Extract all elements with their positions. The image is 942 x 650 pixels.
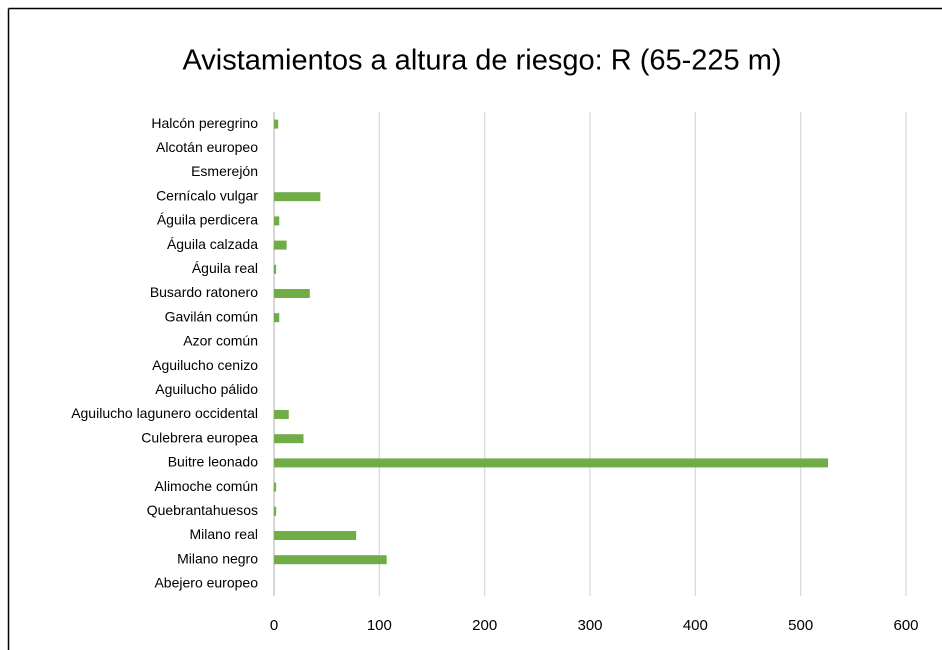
y-tick-label: Águila real	[192, 260, 258, 276]
x-tick-label: 100	[367, 617, 392, 634]
y-tick-label: Abejero europeo	[154, 575, 258, 591]
y-tick-label: Aguilucho cenizo	[152, 357, 258, 373]
bar	[274, 482, 277, 492]
bar	[274, 555, 387, 565]
y-tick-label: Cernícalo vulgar	[156, 187, 258, 203]
y-tick-label: Halcón peregrino	[151, 115, 258, 131]
y-tick-label: Águila calzada	[167, 236, 258, 252]
bar	[274, 264, 277, 274]
bar	[274, 506, 277, 516]
x-tick-label: 0	[270, 617, 278, 634]
bar	[274, 458, 829, 468]
bar	[274, 216, 280, 226]
bar	[274, 119, 279, 129]
bar	[274, 531, 357, 540]
x-tick-label: 600	[893, 617, 918, 634]
x-tick-label: 200	[472, 617, 497, 634]
y-tick-label: Culebrera europea	[141, 429, 258, 445]
x-tick-label: 500	[788, 617, 813, 634]
y-tick-label: Esmerejón	[191, 163, 258, 179]
bar	[274, 313, 280, 323]
y-tick-label: Busardo ratonero	[150, 284, 258, 300]
chart-title: Avistamientos a altura de riesgo: R (65-…	[182, 45, 781, 77]
bar	[274, 289, 310, 298]
bar	[274, 410, 289, 419]
bar	[274, 434, 304, 444]
y-tick-label: Gavilán común	[165, 308, 258, 324]
x-tick-label: 300	[577, 617, 602, 634]
y-tick-label: Milano negro	[177, 550, 258, 566]
y-tick-label: Alimoche común	[155, 478, 259, 494]
y-tick-label: Azor común	[183, 333, 258, 349]
y-tick-label: Milano real	[190, 526, 258, 542]
bar	[274, 192, 321, 202]
y-tick-label: Aguilucho lagunero occidental	[71, 405, 258, 421]
y-tick-label: Buitre leonado	[168, 454, 259, 470]
x-tick-label: 400	[683, 617, 708, 634]
y-tick-label: Aguilucho pálido	[155, 381, 258, 397]
y-tick-label: Águila perdicera	[157, 212, 258, 228]
bar	[274, 240, 287, 250]
y-tick-label: Alcotán europeo	[156, 139, 258, 155]
y-tick-label: Quebrantahuesos	[147, 502, 258, 518]
